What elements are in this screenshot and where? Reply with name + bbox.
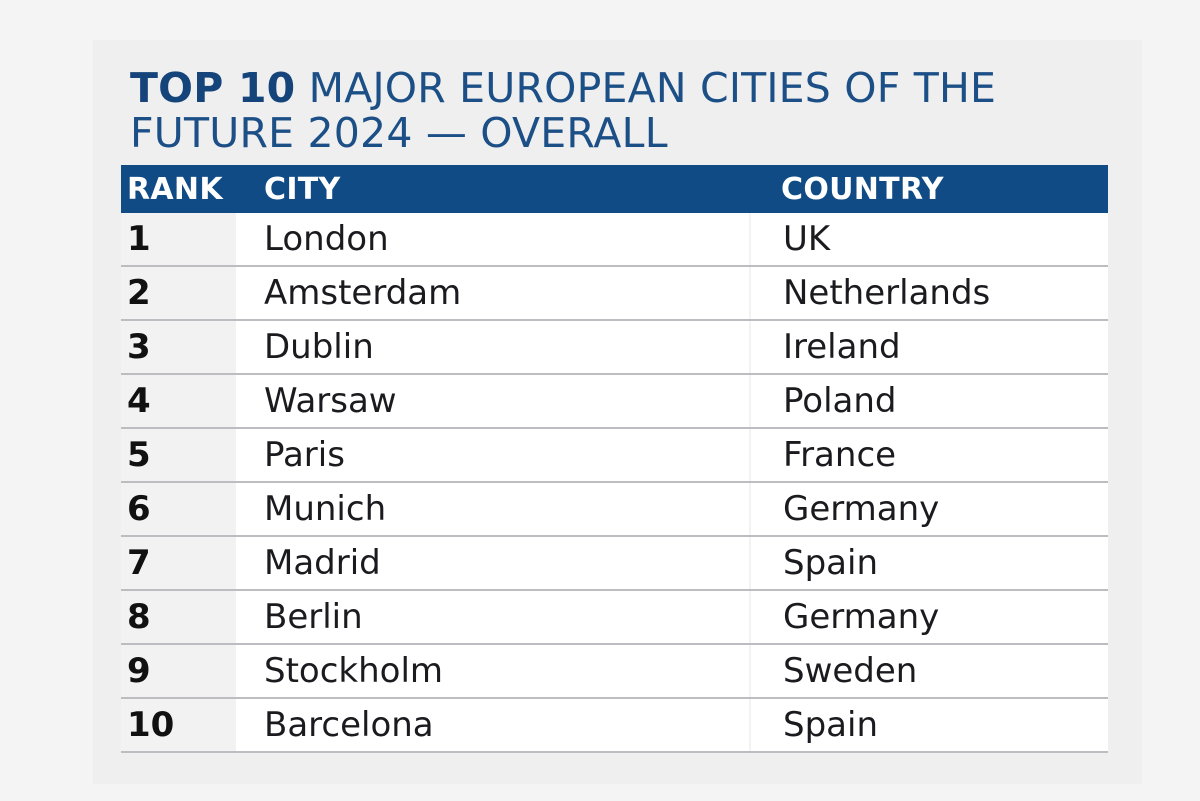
rank-cell: 6: [121, 483, 236, 535]
country-cell: France: [749, 429, 1108, 481]
city-cell: Dublin: [236, 321, 749, 373]
rank-cell: 8: [121, 591, 236, 643]
header-country: COUNTRY: [781, 171, 944, 207]
title-line2: FUTURE 2024 — OVERALL: [130, 109, 668, 157]
rank-cell: 4: [121, 375, 236, 427]
table-row: 4 Warsaw Poland: [121, 375, 1108, 429]
rank-cell: 7: [121, 537, 236, 589]
table-row: 10 Barcelona Spain: [121, 699, 1108, 753]
city-cell: Berlin: [236, 591, 749, 643]
table-row: 5 Paris France: [121, 429, 1108, 483]
country-cell: Spain: [749, 699, 1108, 751]
country-cell: Germany: [749, 591, 1108, 643]
header-rank: RANK: [127, 171, 223, 207]
table-row: 8 Berlin Germany: [121, 591, 1108, 645]
table-row: 3 Dublin Ireland: [121, 321, 1108, 375]
country-cell: Poland: [749, 375, 1108, 427]
country-cell: Ireland: [749, 321, 1108, 373]
city-cell: Warsaw: [236, 375, 749, 427]
city-cell: Amsterdam: [236, 267, 749, 319]
rank-cell: 2: [121, 267, 236, 319]
city-cell: London: [236, 213, 749, 265]
rankings-table: RANK CITY COUNTRY 1 London UK 2 Amsterda…: [121, 165, 1108, 753]
city-cell: Stockholm: [236, 645, 749, 697]
table-row: 9 Stockholm Sweden: [121, 645, 1108, 699]
page-title: TOP 10 MAJOR EUROPEAN CITIES OF THE FUTU…: [130, 66, 996, 156]
rank-cell: 1: [121, 213, 236, 265]
table-row: 2 Amsterdam Netherlands: [121, 267, 1108, 321]
country-cell: UK: [749, 213, 1108, 265]
city-cell: Barcelona: [236, 699, 749, 751]
rank-cell: 10: [121, 699, 236, 751]
country-cell: Netherlands: [749, 267, 1108, 319]
country-cell: Germany: [749, 483, 1108, 535]
table-row: 7 Madrid Spain: [121, 537, 1108, 591]
city-cell: Paris: [236, 429, 749, 481]
title-lead: TOP 10: [130, 64, 296, 112]
country-cell: Sweden: [749, 645, 1108, 697]
header-city: CITY: [264, 171, 341, 207]
city-cell: Munich: [236, 483, 749, 535]
title-line1-rest: MAJOR EUROPEAN CITIES OF THE: [308, 64, 997, 112]
table-header: RANK CITY COUNTRY: [121, 165, 1108, 213]
table-row: 6 Munich Germany: [121, 483, 1108, 537]
country-cell: Spain: [749, 537, 1108, 589]
table-row: 1 London UK: [121, 213, 1108, 267]
city-cell: Madrid: [236, 537, 749, 589]
rank-cell: 3: [121, 321, 236, 373]
rank-cell: 5: [121, 429, 236, 481]
rank-cell: 9: [121, 645, 236, 697]
